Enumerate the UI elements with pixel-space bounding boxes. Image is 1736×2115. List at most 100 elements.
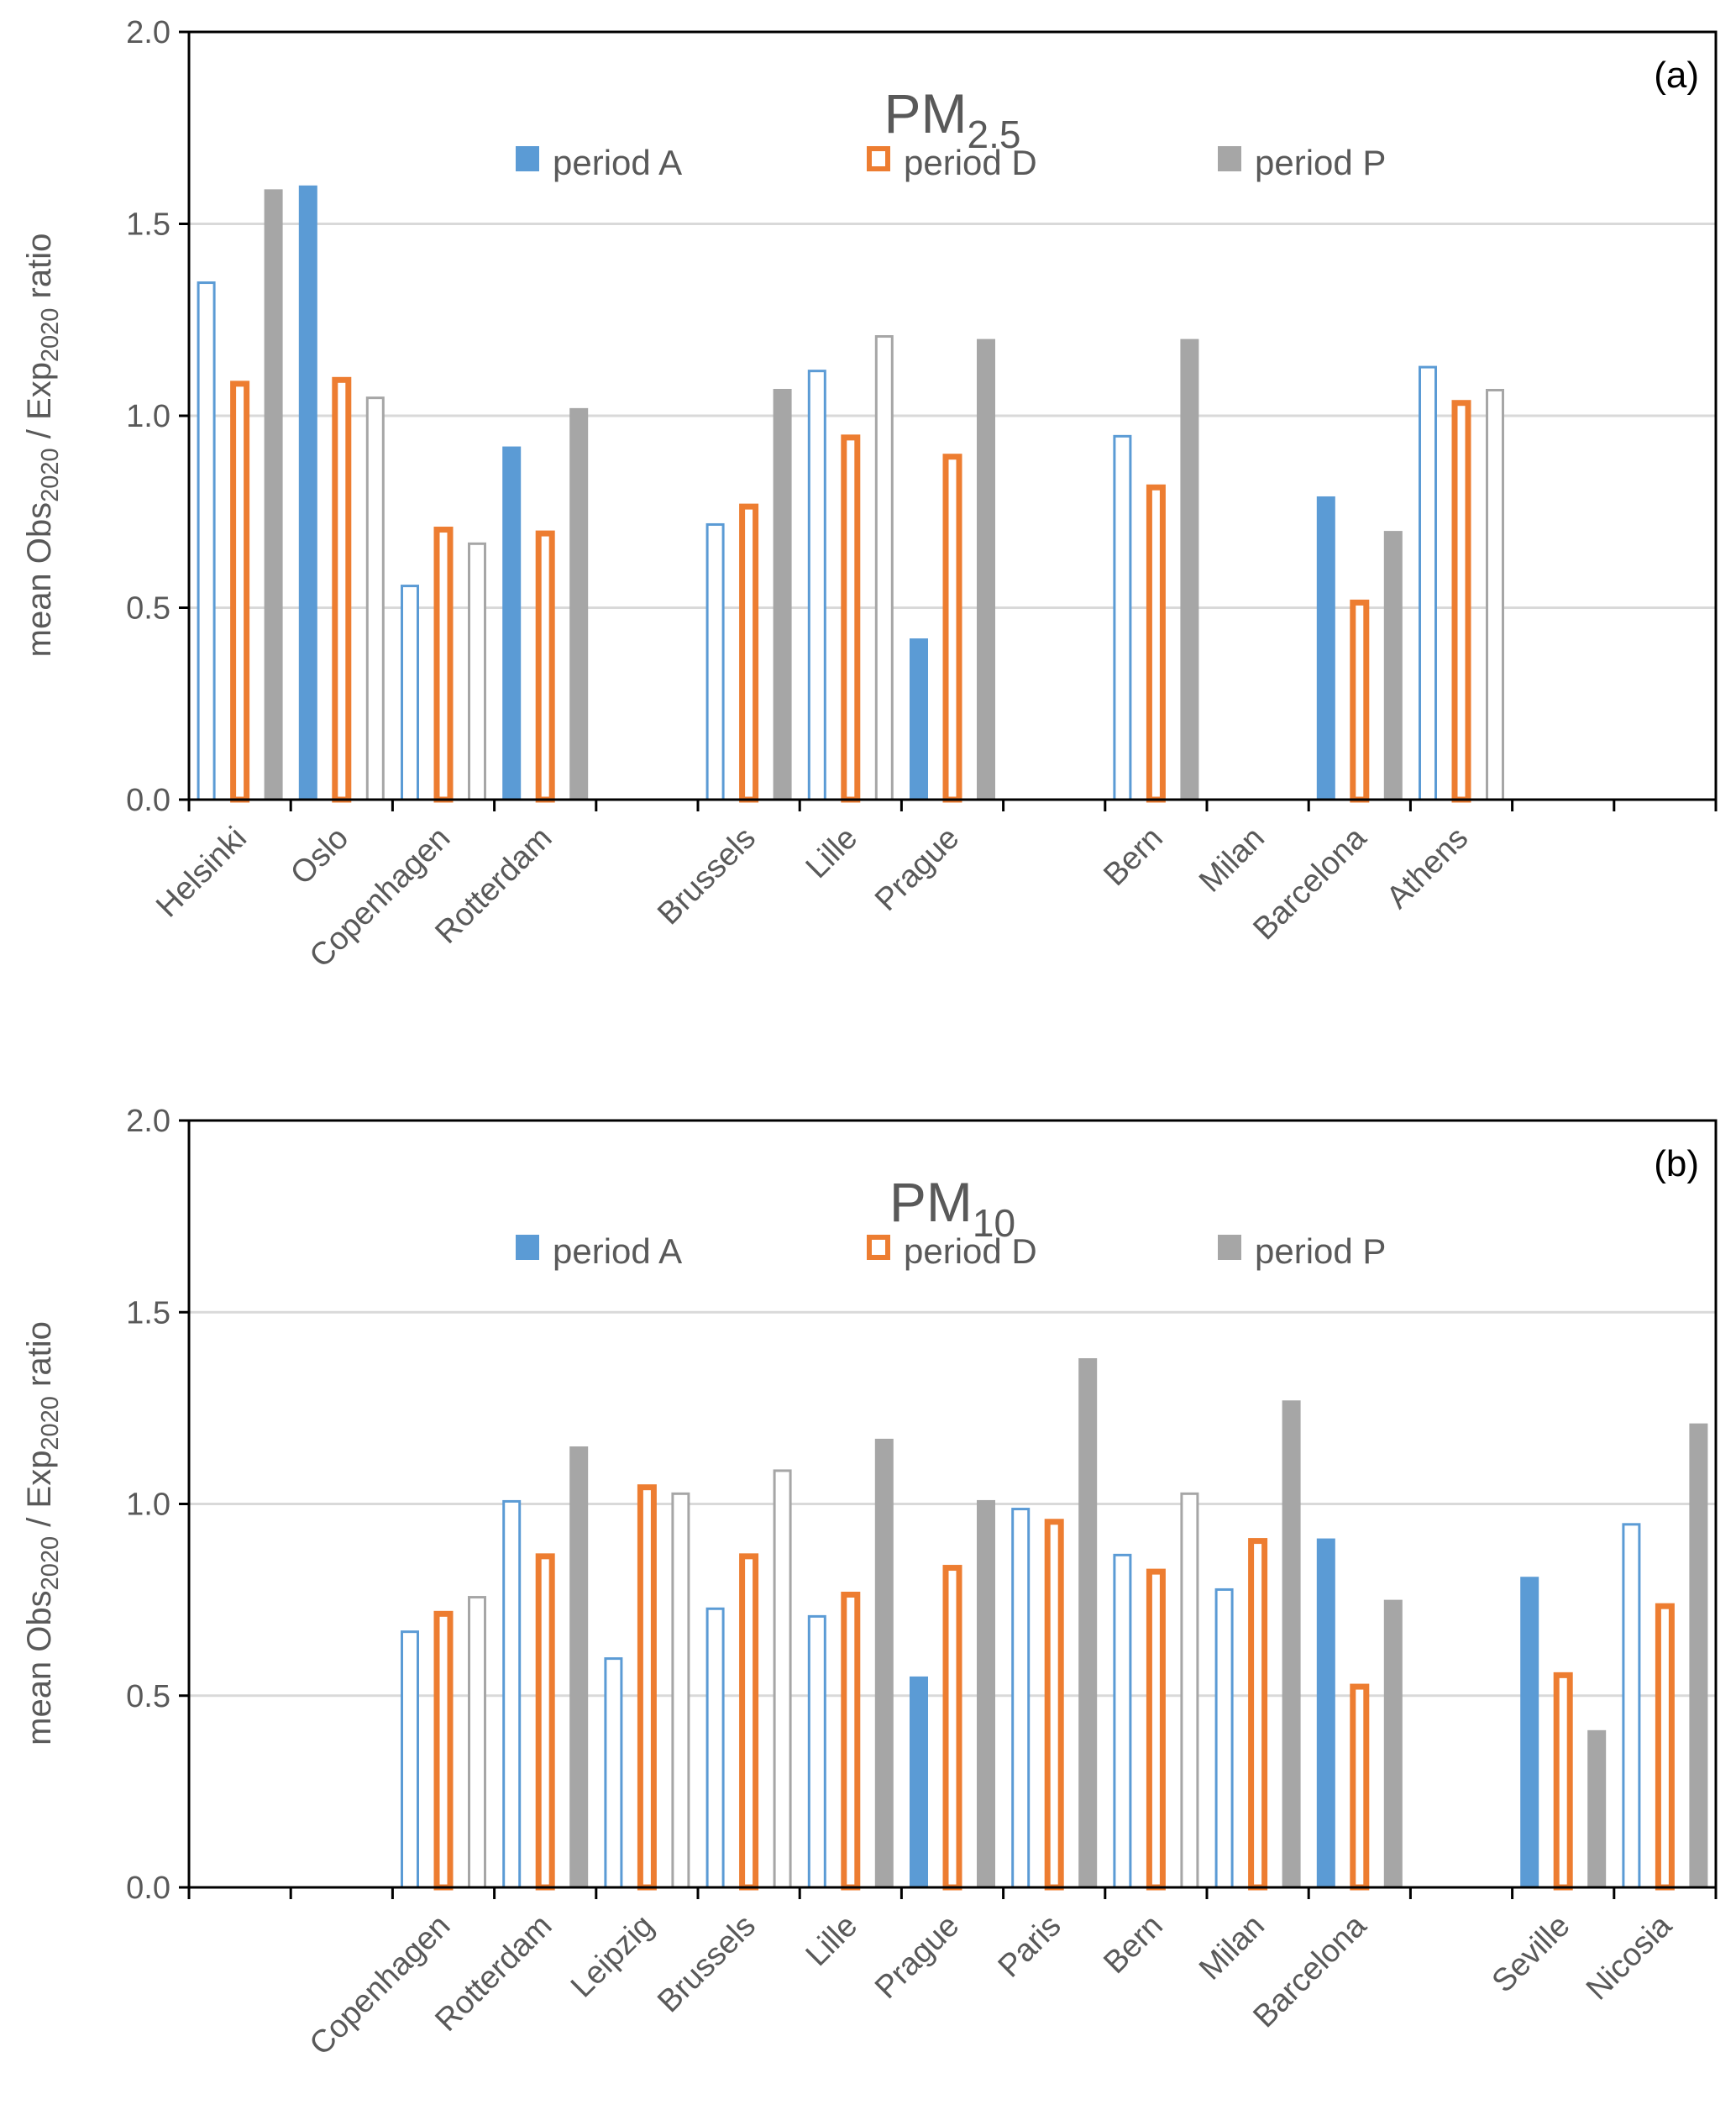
bar-period-a (604, 1657, 623, 1889)
bar-period-a (298, 185, 317, 800)
panel-label: (b) (1654, 1143, 1699, 1184)
bar-period-d (535, 1553, 555, 1891)
category-label: Nicosia (1580, 1908, 1679, 2007)
chart-title-main: PM (889, 1171, 973, 1233)
bar-period-d (1146, 484, 1166, 803)
y-axis-label-part: 2020 (37, 1536, 64, 1591)
bar-period-p (1587, 1729, 1607, 1887)
bar-period-a (502, 1499, 522, 1889)
bar-period-d (739, 503, 759, 803)
bar-period-a (1214, 1588, 1234, 1889)
bar-period-d (1248, 1538, 1268, 1891)
bar-period-d (841, 1591, 861, 1891)
chart-title: PM2.5 (884, 82, 1021, 156)
category-label: Bern (1097, 1908, 1169, 1981)
y-axis-label: mean Obs2020 / Exp2020 ratio (21, 1321, 64, 1745)
bar-period-a (1520, 1577, 1539, 1887)
category-label: Lille (800, 821, 865, 886)
y-tick-label: 0.5 (126, 1679, 170, 1714)
y-tick-label: 1.0 (126, 399, 170, 434)
bar-period-d (433, 1610, 454, 1891)
y-tick-label: 0.5 (126, 591, 170, 627)
bar-period-p (977, 339, 995, 800)
bar-period-d (535, 530, 555, 803)
category-label: Brussels (651, 1908, 763, 2020)
panel-label: (a) (1654, 55, 1699, 96)
y-axis-label-part: mean Obs (21, 1590, 58, 1745)
legend-label: period A (553, 143, 682, 182)
category-label: Seville (1486, 1908, 1577, 2000)
legend-swatch-period-d (867, 146, 890, 171)
bar-period-a (1011, 1508, 1031, 1889)
legend-swatch-period-a (516, 146, 539, 171)
category-label: Milan (1193, 821, 1272, 900)
bar-period-d (637, 1484, 657, 1891)
category-label: Barcelona (1246, 1908, 1373, 2034)
bar-period-d (1044, 1519, 1064, 1891)
bar-period-d (230, 380, 250, 803)
y-axis-label-part: 2020 (37, 308, 64, 363)
legend-swatch-period-d (867, 1235, 890, 1260)
legend-label: period A (553, 1231, 682, 1271)
bar-period-a (1113, 1553, 1132, 1889)
legend-swatch-period-p (1218, 1235, 1241, 1260)
bar-period-p (468, 1596, 486, 1889)
category-label: Prague (868, 1908, 966, 2006)
bar-period-a (1622, 1523, 1641, 1889)
bar-period-p (1078, 1358, 1098, 1887)
y-axis-label-part: mean Obs (21, 502, 58, 658)
bar-period-p (468, 542, 486, 801)
bar-period-a (197, 281, 216, 801)
category-label: Prague (868, 821, 966, 918)
y-tick-label: 0.0 (126, 1871, 170, 1906)
bar-period-d (1451, 400, 1471, 803)
y-tick-label: 2.0 (126, 15, 170, 50)
category-label: Helsinki (149, 821, 254, 925)
bar-period-d (1146, 1568, 1166, 1891)
bar-period-a (401, 1630, 419, 1889)
legend-swatch-period-p (1218, 146, 1241, 171)
y-axis-label-part: ratio (21, 234, 58, 308)
legend-swatch-period-a (516, 1235, 539, 1260)
bar-period-d (1350, 599, 1370, 803)
bar-period-d (433, 527, 454, 803)
bar-period-d (332, 376, 352, 803)
bar-period-p (773, 1469, 792, 1889)
category-label: Oslo (284, 821, 355, 892)
bar-period-d (841, 434, 861, 803)
bar-period-a (401, 585, 419, 801)
bar-period-d (739, 1553, 759, 1891)
bar-period-p (977, 1499, 995, 1887)
category-label: Brussels (651, 821, 763, 932)
category-label: Barcelona (1246, 820, 1373, 947)
legend-label: period P (1255, 143, 1386, 182)
bar-period-a (1419, 365, 1437, 801)
y-axis-label-part: 2020 (37, 1396, 64, 1451)
legend-label: period D (904, 143, 1037, 182)
category-label: Copenhagen (303, 1908, 458, 2063)
category-label: Leipzig (564, 1908, 661, 2005)
bar-period-p (671, 1492, 690, 1889)
y-axis-label-part: ratio (21, 1321, 58, 1396)
chart-title-main: PM (884, 82, 968, 144)
y-tick-label: 1.5 (126, 207, 170, 243)
bar-period-a (705, 522, 725, 801)
bar-period-d (942, 1565, 962, 1891)
category-label: Paris (992, 1908, 1068, 1985)
bar-period-p (874, 1438, 894, 1887)
legend-label: period D (904, 1231, 1037, 1271)
bar-period-p (1180, 1492, 1199, 1889)
y-tick-label: 2.0 (126, 1104, 170, 1139)
bar-period-a (910, 1676, 928, 1887)
bar-period-p (1383, 531, 1403, 800)
chart-title: PM10 (889, 1171, 1015, 1245)
category-label: Athens (1380, 821, 1475, 916)
bar-period-a (1316, 1538, 1335, 1887)
bar-period-a (705, 1607, 725, 1889)
bar-period-p (264, 189, 283, 800)
bar-period-a (1316, 496, 1335, 800)
y-tick-label: 0.0 (126, 783, 170, 818)
